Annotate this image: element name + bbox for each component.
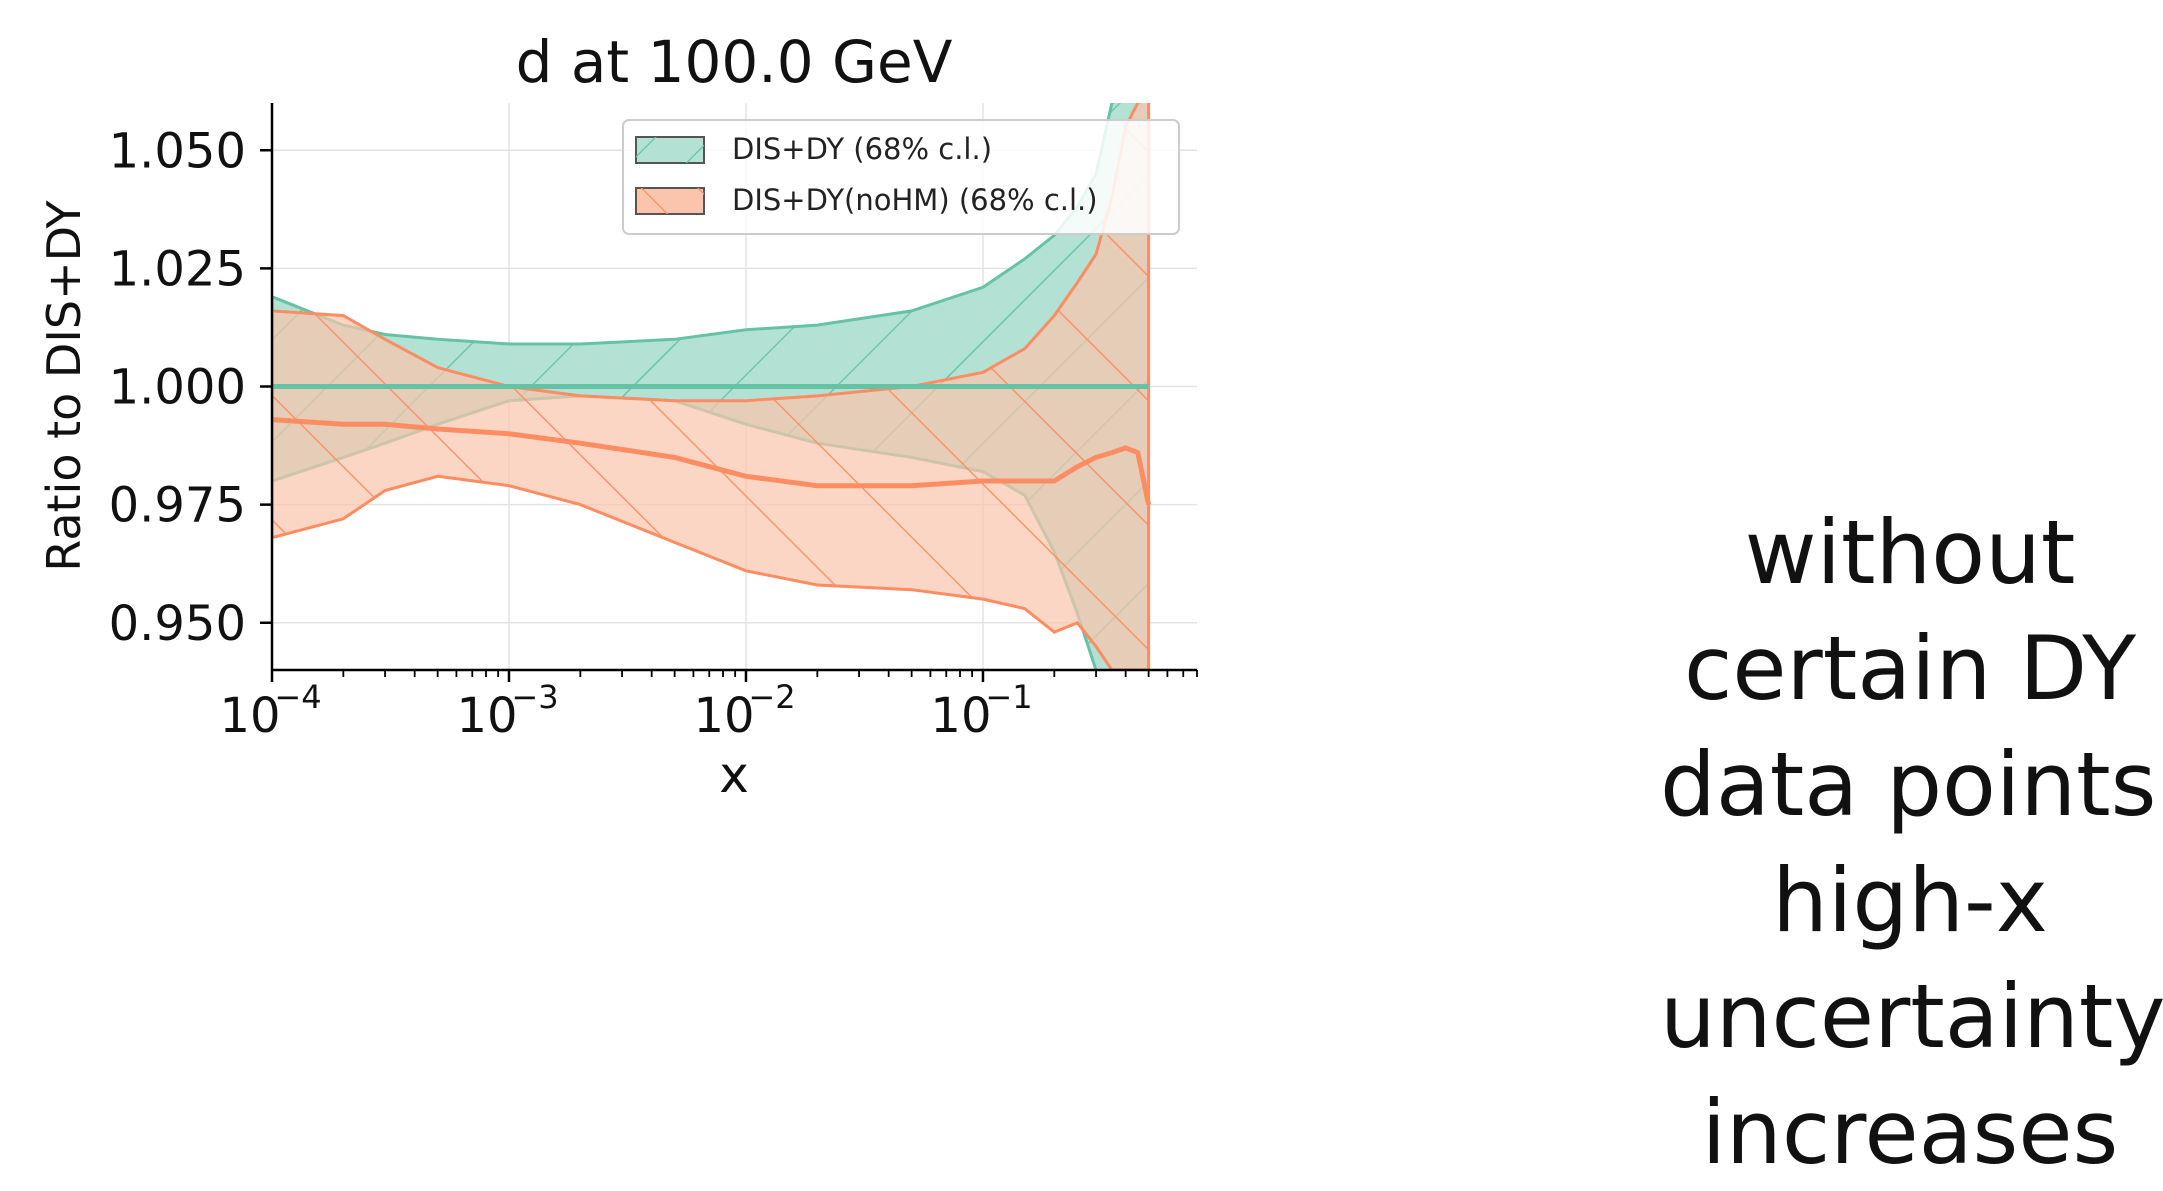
y-tick-label: 1.000	[109, 360, 246, 416]
legend-label-dis-dy: DIS+DY (68% c.l.)	[732, 132, 992, 166]
legend-swatch-dis-dy-nohm-hatch	[636, 188, 704, 214]
uncertainty-bands	[272, 103, 1152, 670]
annotation-line: uncertainty	[1660, 965, 2163, 1068]
y-tick-label: 0.975	[109, 478, 246, 534]
band-hatch-dis-dy-nohm	[272, 103, 1151, 670]
y-tick-label: 1.050	[109, 123, 246, 179]
y-tick-label: 0.950	[109, 596, 246, 652]
annotation-line: high-x	[1772, 849, 2048, 952]
legend-swatch-dis-dy-hatch	[636, 137, 704, 163]
side-annotation: without certain DY data points, high-x u…	[1660, 495, 2163, 1191]
x-tick-label: 10	[219, 688, 280, 744]
x-tick-label-exponent: −2	[748, 678, 795, 716]
annotation-line: data points,	[1660, 733, 2163, 836]
x-tick-label-exponent: −1	[985, 678, 1032, 716]
annotation-line: increases	[1701, 1081, 2119, 1184]
annotation-line: certain DY	[1683, 617, 2137, 720]
x-axis-label: x	[719, 746, 749, 804]
x-tick-label: 10	[693, 688, 754, 744]
legend: DIS+DY (68% c.l.) DIS+DY(noHM) (68% c.l.…	[622, 119, 1180, 235]
y-axis-label: Ratio to DIS+DY	[37, 199, 91, 571]
x-tick-label: 10	[930, 688, 991, 744]
annotation-line: without	[1744, 501, 2076, 604]
legend-box	[622, 119, 1180, 235]
central-line-dis-dy-nohm	[272, 417, 1152, 506]
chart-title: d at 100.0 GeV	[516, 28, 953, 96]
x-tick-label: 10	[456, 688, 517, 744]
y-tick-label: 1.025	[109, 241, 246, 297]
legend-label-dis-dy-nohm: DIS+DY(noHM) (68% c.l.)	[732, 183, 1098, 217]
x-tick-label-exponent: −3	[511, 678, 558, 716]
x-tick-label-exponent: −4	[274, 678, 321, 716]
